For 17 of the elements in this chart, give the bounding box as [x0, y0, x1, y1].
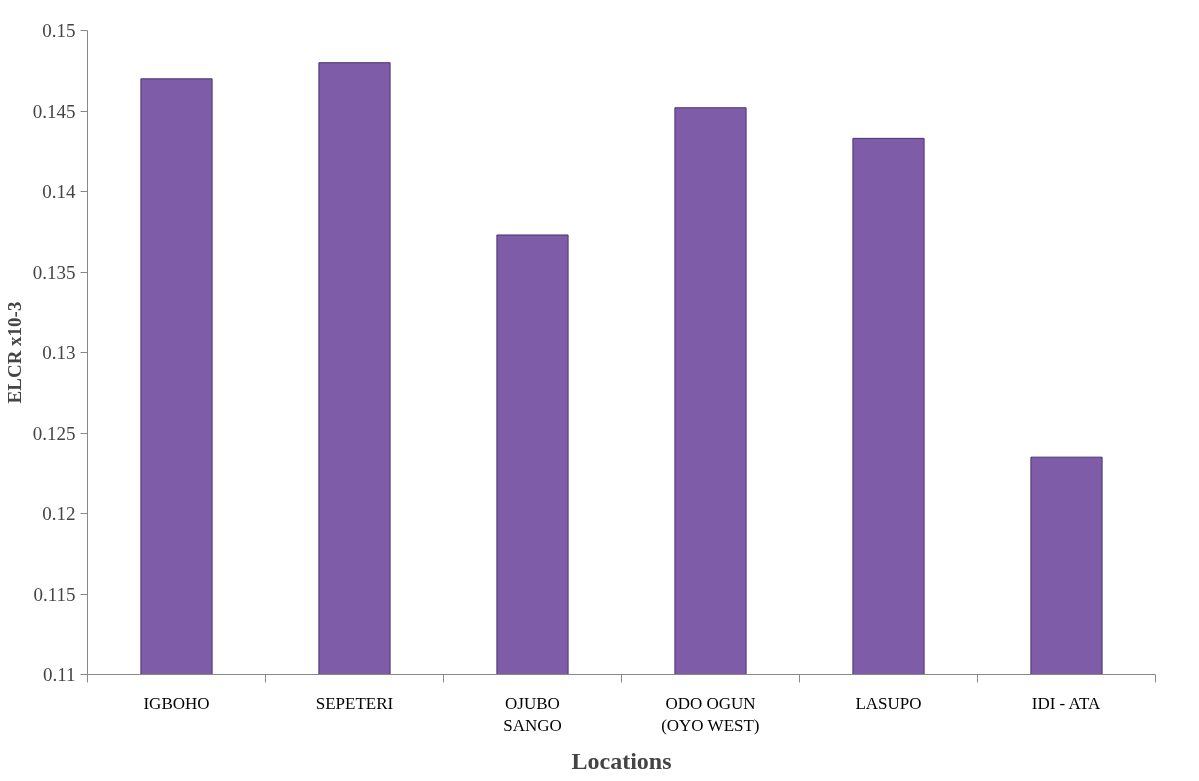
- y-tick-label: 0.145: [32, 100, 76, 122]
- y-tick-label: 0.115: [33, 583, 76, 605]
- y-tick-label: 0.15: [42, 20, 76, 41]
- y-tick-label: 0.125: [32, 422, 76, 444]
- y-tick-label: 0.14: [42, 181, 76, 202]
- x-tick-label: IGBOHO: [143, 693, 210, 713]
- y-tick-label: 0.135: [32, 261, 76, 283]
- x-tick-label: IDI - ATA: [1031, 693, 1102, 713]
- y-axis-title: ELCR x10-3: [3, 301, 25, 404]
- y-tick-label: 0.11: [42, 664, 76, 685]
- x-tick-label: OJUBO SANGO: [503, 693, 562, 736]
- x-axis-title: Locations: [571, 748, 672, 775]
- x-tick-label: LASUPO: [855, 693, 922, 713]
- x-tick-label: ODO OGUN (OYO WEST): [661, 693, 760, 736]
- y-tick-label: 0.12: [42, 503, 76, 524]
- x-tick-label: SEPETERI: [315, 693, 394, 713]
- y-tick-label: 0.13: [42, 342, 76, 363]
